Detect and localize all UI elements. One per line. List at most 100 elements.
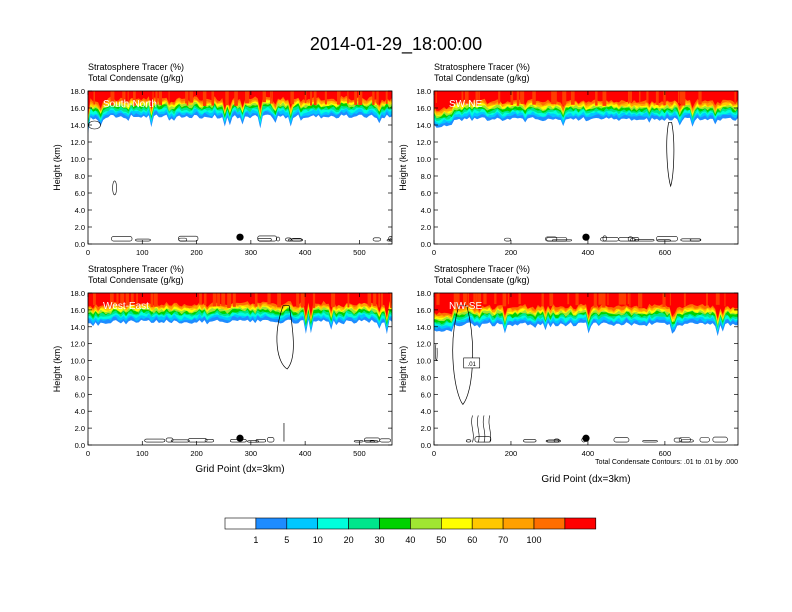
tracer-streak bbox=[122, 91, 124, 103]
tracer-streak bbox=[225, 91, 229, 106]
x-tick-label: 0 bbox=[432, 248, 436, 257]
tracer-streak bbox=[520, 91, 522, 103]
variable-title-tracer: Stratosphere Tracer (%) bbox=[88, 62, 184, 72]
y-tick-label: 10.0 bbox=[416, 155, 431, 164]
y-tick-label: 12.0 bbox=[70, 340, 85, 349]
panel-sw-ne: Stratosphere Tracer (%)Total Condensate … bbox=[398, 62, 739, 257]
tracer-streak bbox=[555, 91, 557, 103]
plot-area bbox=[434, 91, 738, 244]
tracer-streak bbox=[199, 293, 202, 305]
tracer-streak bbox=[627, 91, 630, 104]
condensate-contour bbox=[285, 237, 292, 242]
location-marker bbox=[236, 233, 244, 241]
tracer-streak bbox=[478, 91, 480, 104]
tracer-streak bbox=[593, 293, 597, 308]
tracer-streak bbox=[155, 91, 158, 105]
tracer-streak bbox=[234, 91, 238, 106]
tracer-streak bbox=[290, 91, 294, 105]
tracer-streak bbox=[656, 91, 659, 105]
condensate-contour bbox=[170, 439, 190, 443]
tracer-streak bbox=[475, 293, 478, 306]
location-marker bbox=[582, 233, 590, 241]
tracer-streak bbox=[385, 91, 388, 104]
colorbar-swatch bbox=[502, 517, 535, 530]
tracer-streak bbox=[532, 91, 536, 105]
plot-frame bbox=[87, 292, 393, 446]
condensate-contour bbox=[204, 439, 214, 443]
x-tick-label: 600 bbox=[659, 248, 672, 257]
x-tick-label: 400 bbox=[299, 248, 312, 257]
colorbar-label: 40 bbox=[405, 535, 415, 545]
tracer-streak bbox=[477, 293, 482, 307]
tracer-streak bbox=[127, 91, 129, 104]
condensate-contour bbox=[187, 438, 208, 443]
y-tick-label: 4.0 bbox=[75, 407, 85, 416]
y-axis-label: Height (km) bbox=[52, 346, 62, 393]
condensate-contour bbox=[633, 239, 655, 242]
condensate-contour-shaft bbox=[482, 415, 486, 443]
x-tick-label: 500 bbox=[353, 248, 366, 257]
condensate-contour bbox=[600, 237, 620, 242]
tracer-streak bbox=[595, 91, 598, 106]
condensate-contour bbox=[629, 238, 636, 242]
tracer-streak bbox=[483, 293, 487, 305]
tracer-streak bbox=[698, 91, 702, 105]
y-tick-label: 6.0 bbox=[75, 390, 85, 399]
condensate-contour bbox=[379, 438, 391, 443]
condensate-contour bbox=[247, 440, 260, 443]
y-tick-label: 8.0 bbox=[421, 373, 431, 382]
tracer-streak bbox=[563, 91, 567, 105]
condensate-contour bbox=[165, 437, 174, 443]
variable-title-tracer: Stratosphere Tracer (%) bbox=[434, 62, 530, 72]
condensate-contour bbox=[275, 236, 281, 242]
x-axis-label: Grid Point (dx=3km) bbox=[195, 464, 284, 475]
tracer-streak bbox=[436, 293, 440, 305]
y-axis-label: Height (km) bbox=[398, 346, 408, 393]
tracer-streak bbox=[204, 293, 207, 306]
tracer-streak bbox=[227, 293, 231, 308]
condensate-contour bbox=[257, 237, 272, 242]
condensate-contour-tower bbox=[276, 305, 294, 370]
tracer-streak bbox=[262, 91, 266, 103]
condensate-contour bbox=[353, 440, 364, 443]
tracer-streak bbox=[602, 293, 606, 308]
tracer-streak bbox=[367, 293, 371, 306]
colorbar-swatch bbox=[533, 517, 566, 530]
tracer-streak bbox=[629, 293, 631, 307]
tracer-streak bbox=[347, 91, 349, 104]
colorbar-label: 60 bbox=[467, 535, 477, 545]
tracer-streak bbox=[120, 293, 125, 307]
tracer-streak bbox=[153, 293, 158, 307]
y-tick-label: 2.0 bbox=[421, 424, 431, 433]
plot-frame bbox=[87, 90, 393, 245]
y-tick-label: 14.0 bbox=[70, 323, 85, 332]
tracer-streak bbox=[551, 91, 555, 104]
colorbar-swatch bbox=[255, 517, 288, 530]
colorbar-swatch bbox=[224, 517, 257, 530]
tracer-streak bbox=[93, 293, 96, 306]
tracer-streak bbox=[300, 293, 304, 308]
x-tick-label: 0 bbox=[86, 248, 90, 257]
y-tick-label: 14.0 bbox=[70, 121, 85, 130]
y-tick-label: 2.0 bbox=[421, 223, 431, 232]
colorbar-swatch bbox=[410, 517, 442, 530]
tracer-streak bbox=[571, 91, 574, 103]
tracer-streak bbox=[549, 293, 553, 305]
variable-title-tracer: Stratosphere Tracer (%) bbox=[434, 264, 530, 274]
contour-label-text: .01 bbox=[468, 362, 477, 368]
condensate-contour-shaft bbox=[477, 415, 480, 443]
condensate-contour bbox=[465, 439, 472, 443]
tracer-streak bbox=[303, 293, 305, 307]
variable-title-condensate: Total Condensate (g/kg) bbox=[434, 275, 530, 285]
panel-west-east: Stratosphere Tracer (%)Total Condensate … bbox=[52, 264, 393, 475]
tracer-streak bbox=[602, 91, 607, 106]
tracer-streak bbox=[455, 293, 459, 308]
tracer-streak bbox=[217, 293, 220, 307]
figure-title: 2014-01-29_18:00:00 bbox=[310, 34, 482, 55]
x-tick-label: 100 bbox=[136, 248, 149, 257]
tracer-streak bbox=[354, 91, 356, 105]
y-tick-label: 0.0 bbox=[421, 441, 431, 450]
x-tick-label: 400 bbox=[582, 248, 595, 257]
condensate-contour-shaft bbox=[488, 415, 491, 443]
y-tick-label: 8.0 bbox=[75, 373, 85, 382]
